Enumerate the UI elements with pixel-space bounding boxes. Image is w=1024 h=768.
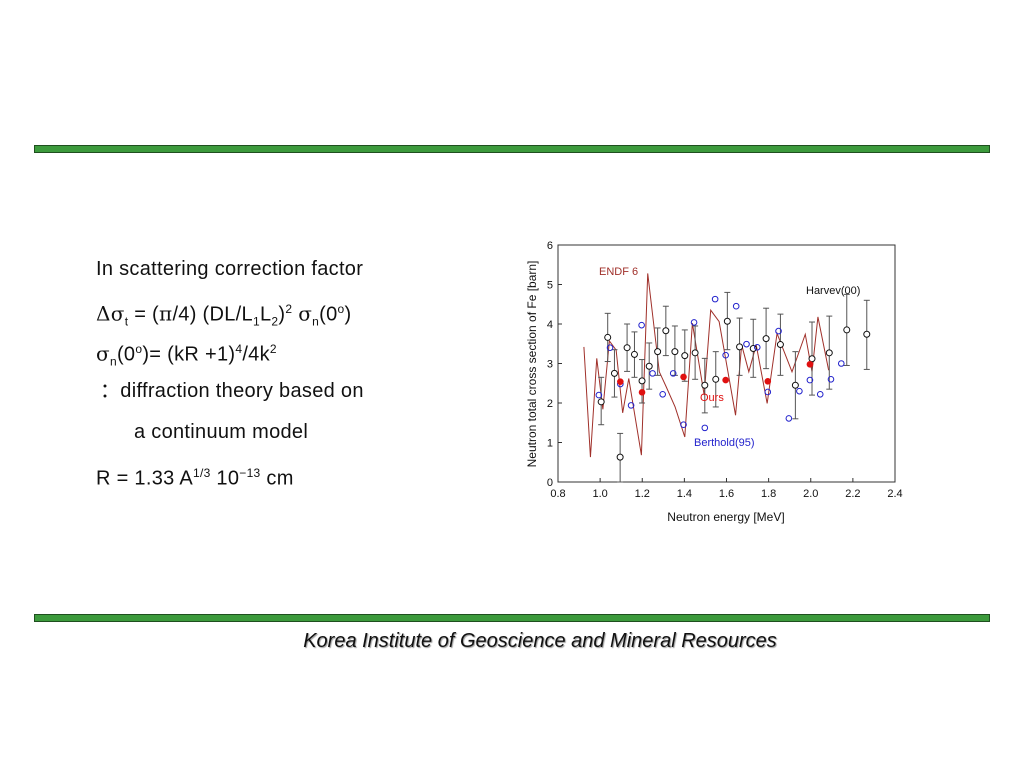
- berthold-point: [659, 391, 666, 398]
- cross-section-chart: 0.8 1.0 1.2 1.4 1.6 1.8 2.0 2.2 2.4 0 1 2 3 4 5 6 ENDF …: [525, 240, 903, 524]
- harvev-point: [616, 453, 624, 461]
- x-tick-label: 2.0: [803, 488, 818, 500]
- x-tick-label: 1.6: [719, 488, 734, 500]
- harvev-point: [597, 398, 605, 406]
- berthold-point: [732, 302, 740, 310]
- ours-point: [722, 376, 729, 384]
- harvev-point: [604, 333, 612, 341]
- annotation-berthold: Berthold(95): [694, 437, 755, 449]
- x-tick-label: 1.4: [677, 488, 692, 500]
- harvev-point: [691, 349, 699, 357]
- bottom-green-divider: [34, 614, 990, 622]
- top-green-divider: [34, 145, 990, 153]
- y-tick-label: 1: [547, 438, 553, 450]
- text-line-4: ：diffraction theory based on: [100, 380, 364, 402]
- x-axis-label: Neutron energy [MeV]: [667, 510, 784, 524]
- berthold-point: [606, 344, 614, 351]
- annotation-ours: Ours: [700, 392, 724, 404]
- harvev-point: [776, 341, 784, 349]
- berthold-point: [595, 391, 603, 399]
- ours-point: [617, 378, 624, 385]
- y-tick-label: 0: [547, 477, 553, 489]
- y-axis-label: Neutron total cross section of Fe [barn]: [525, 261, 539, 468]
- equation-delta-sigma: Δσt = (π/4) (DL/L1L2)2 σn(0o): [96, 301, 352, 329]
- berthold-point: [743, 340, 750, 348]
- x-tick-label: 1.0: [592, 488, 607, 500]
- equation-sigma-n: σn(0o)= (kR +1)4/4k2: [96, 341, 277, 369]
- harvev-point: [623, 344, 631, 352]
- berthold-point: [638, 321, 645, 329]
- x-tick-label: 2.4: [887, 488, 902, 500]
- harvev-point: [610, 369, 618, 377]
- ours-point: [806, 360, 814, 368]
- y-tick-label: 4: [547, 319, 553, 331]
- x-tick-label: 1.2: [635, 488, 650, 500]
- berthold-point: [785, 415, 793, 422]
- equation-radius: R = 1.33 A1/3 10−13 cm: [96, 466, 294, 490]
- berthold-point: [806, 376, 814, 384]
- x-tick-label: 1.8: [761, 488, 776, 500]
- harvev-point: [638, 377, 646, 385]
- ours-point: [680, 373, 687, 381]
- harvev-point: [645, 362, 653, 370]
- y-tick-label: 2: [547, 398, 553, 410]
- y-tick-label: 5: [547, 280, 553, 292]
- harvev-point: [736, 343, 744, 351]
- text-line-5: a continuum model: [134, 421, 309, 443]
- berthold-point: [690, 319, 698, 326]
- annotation-endf: ENDF 6: [599, 266, 638, 278]
- harvev-point: [749, 344, 757, 352]
- ours-point: [638, 389, 646, 396]
- x-tick-label: 2.2: [845, 488, 860, 500]
- y-tick-label: 3: [547, 359, 553, 371]
- berthold-point: [827, 376, 835, 383]
- ours-point: [764, 377, 772, 385]
- footer-institution: Korea Institute of Geoscience and Minera…: [303, 630, 777, 652]
- harvev-point: [654, 348, 662, 356]
- endf-line: [583, 273, 830, 458]
- harvev-point: [723, 317, 731, 325]
- harvev-point: [662, 327, 670, 335]
- harvev-point: [843, 326, 851, 334]
- harvev-point: [808, 355, 816, 363]
- berthold-point: [753, 344, 761, 351]
- berthold-point: [711, 295, 719, 303]
- berthold-point: [796, 387, 803, 395]
- harvev-point: [701, 381, 709, 389]
- harvev-point: [762, 335, 770, 343]
- harvev-point: [681, 352, 689, 360]
- berthold-point: [837, 360, 845, 367]
- harvev-point: [630, 350, 638, 358]
- harvev-point: [825, 349, 833, 357]
- berthold-point: [669, 370, 677, 377]
- berthold-point: [701, 424, 709, 432]
- berthold-point: [627, 402, 635, 409]
- harvev-point: [712, 375, 720, 383]
- berthold-point: [816, 391, 824, 398]
- harvev-point: [791, 381, 799, 389]
- x-tick-label: 0.8: [550, 488, 565, 500]
- text-line-1: In scattering correction factor: [96, 258, 364, 280]
- annotation-harvev: Harvev(00): [806, 285, 860, 297]
- berthold-point: [764, 388, 772, 396]
- berthold-point: [775, 327, 782, 335]
- berthold-point: [680, 421, 687, 429]
- harvev-point: [671, 348, 679, 356]
- berthold-point: [722, 351, 729, 359]
- y-tick-label: 6: [547, 240, 553, 252]
- harvev-point: [863, 330, 871, 338]
- berthold-point: [649, 370, 656, 377]
